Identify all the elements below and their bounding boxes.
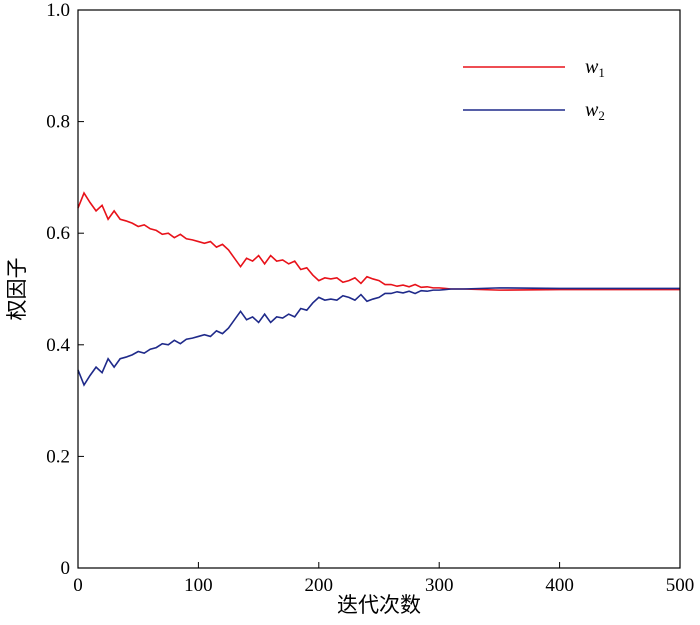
plot-frame (77, 9, 681, 569)
x-tick-label: 0 (73, 575, 83, 596)
x-tick-label: 400 (545, 575, 574, 596)
legend-label-w2: w2 (585, 99, 605, 123)
legend-label-w1: w1 (585, 56, 605, 80)
y-tick-label: 1.0 (46, 0, 70, 21)
x-tick-label: 100 (184, 575, 213, 596)
x-axis-label: 迭代次数 (337, 593, 421, 617)
y-axis-label: 权因子 (5, 258, 29, 321)
y-tick-label: 0.4 (46, 335, 70, 356)
y-tick-label: 0.2 (46, 446, 70, 467)
y-tick-label: 0.6 (46, 223, 70, 244)
y-tick-label: 0.8 (46, 112, 70, 133)
x-tick-label: 300 (425, 575, 454, 596)
series-line-w2 (77, 287, 680, 387)
x-tick-label: 200 (305, 575, 334, 596)
series-line-w1 (77, 191, 680, 291)
x-tick-label: 500 (666, 575, 695, 596)
y-tick-label: 0 (61, 558, 71, 579)
